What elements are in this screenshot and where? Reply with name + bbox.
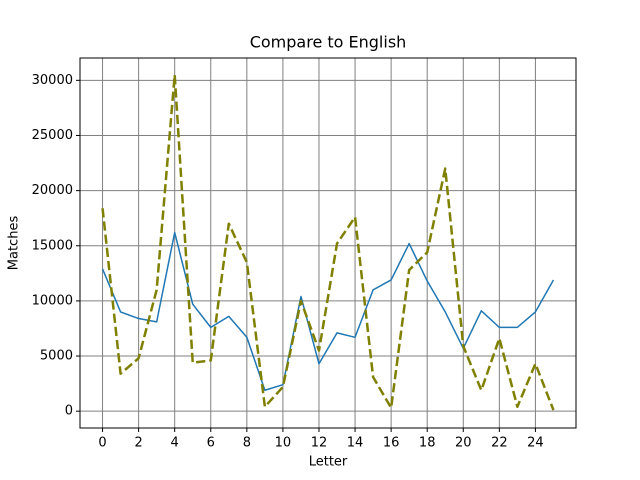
y-tick-label: 5000 bbox=[40, 349, 73, 364]
y-axis-label: Matches bbox=[7, 216, 22, 271]
data-line bbox=[101, 231, 555, 391]
x-tick-label: 14 bbox=[347, 436, 364, 451]
x-tick-label: 12 bbox=[311, 436, 328, 451]
y-tick-label: 20000 bbox=[32, 183, 73, 198]
x-tick-label: 0 bbox=[98, 436, 106, 451]
x-tick-label: 8 bbox=[243, 436, 251, 451]
x-tick-label: 4 bbox=[171, 436, 179, 451]
y-tick-label: 10000 bbox=[32, 293, 73, 308]
x-tick-label: 22 bbox=[491, 436, 508, 451]
x-tick-label: 6 bbox=[207, 436, 215, 451]
x-tick-label: 10 bbox=[275, 436, 292, 451]
y-tick-label: 25000 bbox=[32, 128, 73, 143]
y-tick-label: 15000 bbox=[32, 238, 73, 253]
y-tick-label: 0 bbox=[65, 404, 73, 419]
chart-title: Compare to English bbox=[250, 33, 407, 52]
x-tick-label: 20 bbox=[455, 436, 472, 451]
y-tick-label: 30000 bbox=[32, 73, 73, 88]
x-tick-label: 16 bbox=[383, 436, 400, 451]
x-tick-label: 24 bbox=[527, 436, 544, 451]
x-tick-label: 2 bbox=[134, 436, 142, 451]
x-axis-label: Letter bbox=[309, 455, 348, 470]
plot-frame bbox=[79, 57, 577, 429]
x-tick-label: 18 bbox=[419, 436, 436, 451]
data-line bbox=[101, 73, 555, 411]
